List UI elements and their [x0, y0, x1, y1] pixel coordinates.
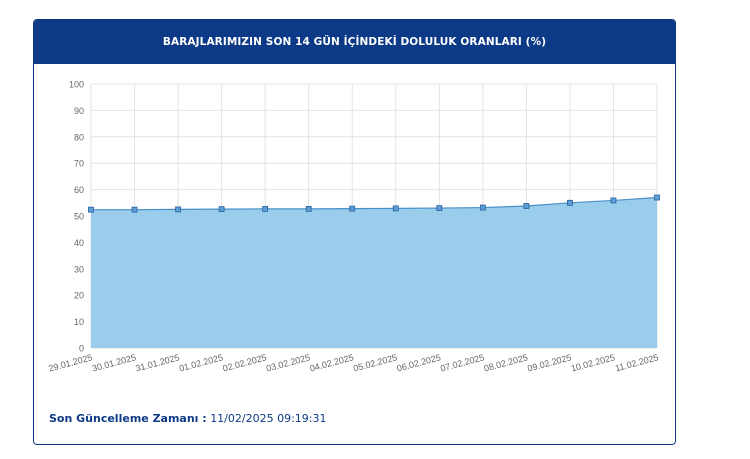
chart-card: BARAJLARIMIZIN SON 14 GÜN İÇİNDEKİ DOLUL… — [33, 19, 676, 445]
y-tick-label: 30 — [74, 264, 84, 274]
data-point — [654, 194, 660, 201]
x-tick-label: 07.02.2025 — [439, 352, 485, 373]
series-line — [91, 196, 658, 211]
y-tick-label: 70 — [74, 159, 84, 169]
data-point — [218, 206, 225, 213]
data-point — [131, 206, 138, 213]
data-point — [392, 205, 399, 212]
data-point — [436, 205, 443, 211]
data-point — [88, 206, 94, 213]
y-tick-label: 20 — [74, 291, 84, 301]
fill-rate-chart: 0 10 20 30 40 50 60 70 80 90 100 29.01.202530.01.20… — [47, 80, 660, 374]
x-tick-label: 04.02.2025 — [309, 352, 355, 373]
x-tick-label: 09.02.2025 — [526, 352, 572, 373]
x-tick-label: 01.02.2025 — [178, 352, 224, 373]
data-point — [523, 203, 530, 209]
data-point — [262, 205, 269, 212]
y-tick-label: 10 — [74, 317, 84, 327]
x-tick-label: 30.01.2025 — [91, 352, 137, 373]
y-tick-label: 90 — [74, 106, 84, 116]
last-update-value: 11/02/2025 09:19:31 — [210, 412, 327, 425]
x-tick-label: 29.01.2025 — [47, 352, 93, 373]
last-update-label: Son Güncelleme Zamanı : — [49, 412, 207, 425]
x-tick-label: 08.02.2025 — [483, 352, 529, 373]
chart-title: BARAJLARIMIZIN SON 14 GÜN İÇİNDEKİ DOLUL… — [162, 36, 547, 48]
data-point — [479, 204, 486, 211]
x-tick-label: 03.02.2025 — [265, 352, 311, 373]
data-point — [175, 206, 181, 213]
series-area — [91, 197, 657, 348]
x-tick-label: 06.02.2025 — [396, 352, 442, 373]
y-tick-label: 40 — [74, 238, 84, 248]
y-tick-label: 0 — [79, 344, 84, 354]
x-tick-label: 31.01.2025 — [134, 352, 180, 373]
x-tick-label: 02.02.2025 — [222, 352, 268, 373]
chart-header: BARAJLARIMIZIN SON 14 GÜN İÇİNDEKİ DOLUL… — [34, 20, 675, 64]
data-point — [567, 199, 573, 206]
data-point — [610, 197, 617, 204]
y-tick-label: 80 — [74, 132, 84, 142]
y-tick-label: 60 — [74, 185, 84, 195]
x-tick-label: 11.02.2025 — [614, 352, 659, 373]
y-tick-label: 50 — [74, 212, 84, 222]
data-point — [349, 205, 356, 212]
chart-area: 0 10 20 30 40 50 60 70 80 90 100 29.01.2025 30.01.20… — [34, 64, 675, 404]
y-tick-label: 100 — [69, 80, 84, 90]
last-update: Son Güncelleme Zamanı : 11/02/2025 09:19… — [49, 412, 327, 425]
x-tick-label: 05.02.2025 — [352, 352, 398, 373]
data-point — [305, 205, 312, 212]
x-tick-label: 10.02.2025 — [570, 352, 616, 373]
